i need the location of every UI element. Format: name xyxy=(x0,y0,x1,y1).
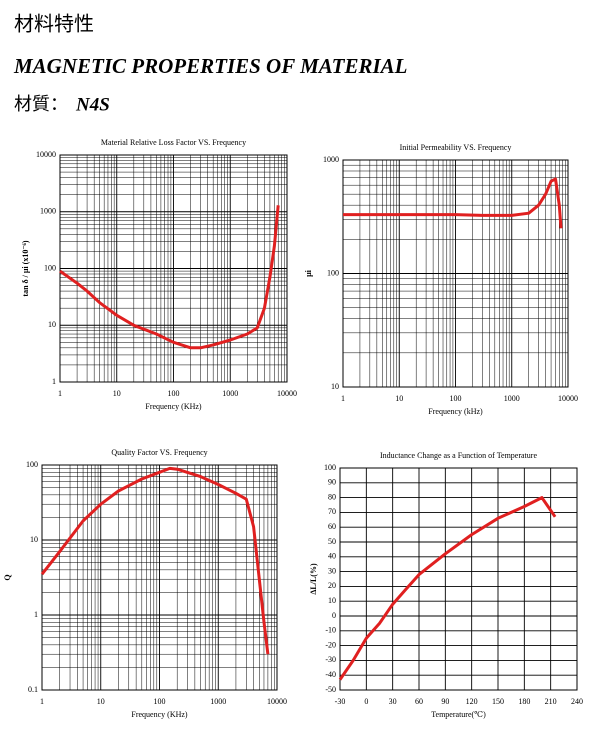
y-tick-label: 10 xyxy=(331,382,339,391)
x-tick-label: 1000 xyxy=(222,389,238,398)
chart-title: Inductance Change as a Function of Tempe… xyxy=(380,451,537,460)
plot-area xyxy=(339,467,578,691)
x-tick-label: 210 xyxy=(545,697,557,706)
x-tick-label: 180 xyxy=(518,697,530,706)
x-tick-label: 10 xyxy=(113,389,121,398)
y-tick-label: 1000 xyxy=(323,155,339,164)
x-tick-label: 1 xyxy=(341,394,345,403)
y-tick-label: 20 xyxy=(328,581,336,590)
y-tick-label: 0.1 xyxy=(28,685,38,694)
y-tick-label: 50 xyxy=(328,537,336,546)
y-tick-label: 1000 xyxy=(40,207,56,216)
chart-title: Quality Factor VS. Frequency xyxy=(111,448,207,457)
y-tick-label: 80 xyxy=(328,492,336,501)
y-tick-label: 70 xyxy=(328,507,336,516)
material-label: 材質： xyxy=(14,94,68,114)
x-tick-label: 10000 xyxy=(558,394,578,403)
x-tick-label: -30 xyxy=(335,697,346,706)
x-axis-label: Temperature(℃) xyxy=(431,710,486,719)
y-tick-label: 100 xyxy=(44,263,56,272)
y-axis-label: ΔL/L(%) xyxy=(309,563,318,595)
y-axis-label: Q xyxy=(3,574,12,580)
y-axis-label: μi xyxy=(304,269,313,277)
y-tick-label: -20 xyxy=(325,640,336,649)
x-tick-label: 120 xyxy=(466,697,478,706)
y-tick-label: 60 xyxy=(328,522,336,531)
y-tick-label: -40 xyxy=(325,670,336,679)
y-tick-label: 10000 xyxy=(36,150,56,159)
data-line xyxy=(338,496,557,681)
x-tick-label: 0 xyxy=(364,697,368,706)
y-tick-label: 10 xyxy=(30,535,38,544)
x-axis-label: Frequency (KHz) xyxy=(131,710,188,719)
y-axis-label: tan δ / μi (x10⁻⁶) xyxy=(21,240,30,297)
y-tick-label: 10 xyxy=(328,596,336,605)
y-tick-label: 90 xyxy=(328,478,336,487)
y-tick-label: 1 xyxy=(52,377,56,386)
chart-title: Initial Permeability VS. Frequency xyxy=(400,143,512,152)
data-line xyxy=(343,177,563,229)
x-tick-label: 100 xyxy=(154,697,166,706)
chart-title: Material Relative Loss Factor VS. Freque… xyxy=(101,138,246,147)
x-tick-label: 60 xyxy=(415,697,423,706)
x-tick-label: 1000 xyxy=(504,394,520,403)
x-tick-label: 10 xyxy=(97,697,105,706)
x-tick-label: 30 xyxy=(389,697,397,706)
y-tick-label: 1 xyxy=(34,610,38,619)
y-tick-label: 100 xyxy=(324,463,336,472)
x-tick-label: 1 xyxy=(40,697,44,706)
data-line xyxy=(59,205,280,350)
title-cn: 材料特性 xyxy=(14,13,94,36)
x-axis-label: Frequency (KHz) xyxy=(145,402,202,411)
data-line xyxy=(40,466,270,655)
y-tick-label: 30 xyxy=(328,566,336,575)
y-tick-label: -10 xyxy=(325,626,336,635)
y-tick-label: 0 xyxy=(332,611,336,620)
y-tick-label: -50 xyxy=(325,685,336,694)
x-axis-label: Frequency (kHz) xyxy=(428,407,483,416)
y-tick-label: 100 xyxy=(26,460,38,469)
x-tick-label: 100 xyxy=(450,394,462,403)
x-tick-label: 10000 xyxy=(267,697,287,706)
x-tick-label: 1 xyxy=(58,389,62,398)
x-tick-label: 90 xyxy=(441,697,449,706)
x-tick-label: 10000 xyxy=(277,389,297,398)
x-tick-label: 1000 xyxy=(210,697,226,706)
x-tick-label: 10 xyxy=(395,394,403,403)
x-tick-label: 240 xyxy=(571,697,583,706)
y-tick-label: -30 xyxy=(325,655,336,664)
y-tick-label: 40 xyxy=(328,552,336,561)
x-tick-label: 100 xyxy=(168,389,180,398)
y-tick-label: 100 xyxy=(327,268,339,277)
material: N4S xyxy=(75,94,110,115)
y-tick-label: 10 xyxy=(48,320,56,329)
title-en: MAGNETIC PROPERTIES OF MATERIAL xyxy=(13,54,407,78)
x-tick-label: 150 xyxy=(492,697,504,706)
